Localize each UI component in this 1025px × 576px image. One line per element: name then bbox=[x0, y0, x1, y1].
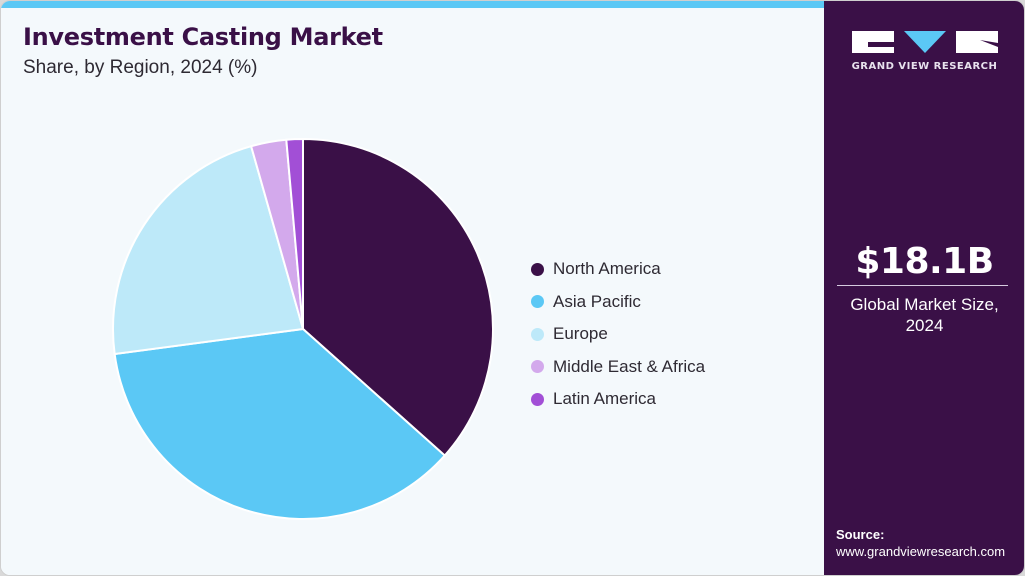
market-size-label-line1: Global Market Size, bbox=[850, 295, 999, 314]
legend-dot-icon bbox=[531, 327, 544, 341]
legend-item: Middle East & Africa bbox=[531, 351, 705, 384]
legend-item: North America bbox=[531, 253, 705, 286]
source-url: www.grandviewresearch.com bbox=[836, 544, 1006, 559]
legend: North America Asia Pacific Europe Middle Ea… bbox=[531, 253, 705, 416]
pie-slice-latin-america bbox=[285, 137, 304, 330]
pie-slice-europe bbox=[112, 144, 305, 356]
legend-dot-icon bbox=[531, 295, 544, 309]
accent-bar bbox=[1, 1, 824, 8]
legend-label: Latin America bbox=[553, 389, 656, 409]
market-size-value: $18.1B bbox=[855, 241, 994, 282]
market-size-label: Global Market Size, 2024 bbox=[824, 294, 1024, 336]
legend-dot-icon bbox=[531, 392, 544, 406]
chart-subtitle: Share, by Region, 2024 (%) bbox=[23, 57, 258, 78]
legend-item: Asia Pacific bbox=[531, 286, 705, 319]
legend-label: North America bbox=[553, 259, 661, 279]
info-panel: GRAND VIEW RESEARCH $18.1B Global Market… bbox=[824, 1, 1024, 575]
legend-label: Middle East & Africa bbox=[553, 356, 706, 376]
pie-slice-asia-pacific bbox=[113, 327, 447, 520]
legend-label: Asia Pacific bbox=[553, 291, 641, 311]
logo-text: GRAND VIEW RESEARCH bbox=[851, 61, 998, 72]
chart-title: Investment Casting Market bbox=[23, 23, 383, 51]
legend-item: Europe bbox=[531, 318, 705, 351]
market-size-label-line2: 2024 bbox=[905, 316, 944, 335]
gvr-logo-icon bbox=[852, 31, 998, 53]
legend-item: Latin America bbox=[531, 383, 705, 416]
legend-label: Europe bbox=[553, 324, 608, 344]
source: Source: www.grandviewresearch.com bbox=[836, 526, 1005, 560]
pie-chart bbox=[112, 137, 494, 520]
legend-dot-icon bbox=[531, 262, 544, 276]
divider bbox=[837, 285, 1008, 286]
legend-dot-icon bbox=[531, 360, 544, 374]
source-label: Source: bbox=[836, 527, 885, 542]
pie-slice-north-america bbox=[302, 137, 494, 457]
